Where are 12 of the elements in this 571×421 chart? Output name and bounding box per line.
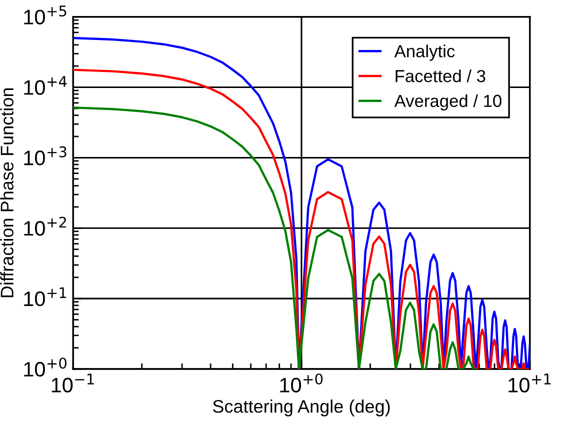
x-axis-title: Scattering Angle (deg) [212, 400, 390, 416]
y-axis-title: Diffraction Phase Function [0, 88, 14, 298]
y-tick-label: 10$^{+3}$ [24, 146, 66, 166]
legend-label: Analytic [394, 44, 455, 61]
y-tick-label: 10$^{+1}$ [24, 287, 66, 306]
legend-label: Facetted / 3 [396, 69, 486, 82]
y-tick-label: 10$^{+4}$ [24, 76, 67, 95]
y-tick-label: 10$^{+5}$ [24, 6, 66, 24]
x-tick-label: 10$^{+1}$ [508, 374, 551, 392]
legend-label: Averaged / 10 [394, 94, 502, 111]
x-tick-label: 10$^{+0}$ [280, 373, 323, 392]
y-tick-label: 10$^{+2}$ [24, 216, 66, 236]
